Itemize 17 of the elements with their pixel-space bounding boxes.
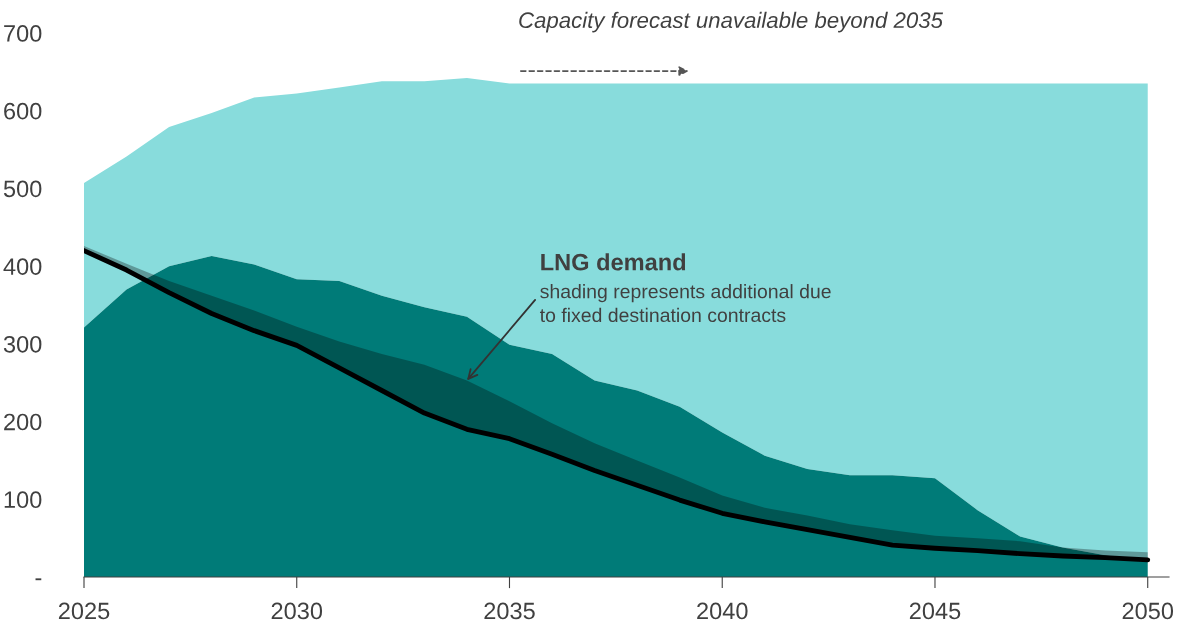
y-tick-label: - (35, 578, 42, 581)
x-tick-label: 2035 (484, 602, 535, 620)
y-tick-label: 700 (4, 25, 42, 42)
y-tick-label: 300 (3, 335, 42, 353)
y-tick-label: 200 (4, 413, 42, 431)
y-tick-label: 100 (4, 491, 42, 509)
y-tick-label: 400 (3, 258, 42, 275)
x-tick-label: 2045 (909, 602, 961, 620)
annotation: shading represents additional due to fixed destination contracts (539, 284, 831, 323)
y-tick-label: 500 (3, 180, 42, 198)
y-tick-label: 600 (4, 102, 42, 120)
x-tick-label: 2040 (697, 602, 748, 620)
text: Capacity forecast unavailable beyond 2035 (519, 11, 944, 33)
x-tick-label: 2030 (271, 602, 323, 620)
x-tick-label: 2050 (1122, 602, 1174, 620)
x-tick-label: 2025 (58, 602, 110, 620)
annotation: LNG demand (541, 253, 686, 271)
